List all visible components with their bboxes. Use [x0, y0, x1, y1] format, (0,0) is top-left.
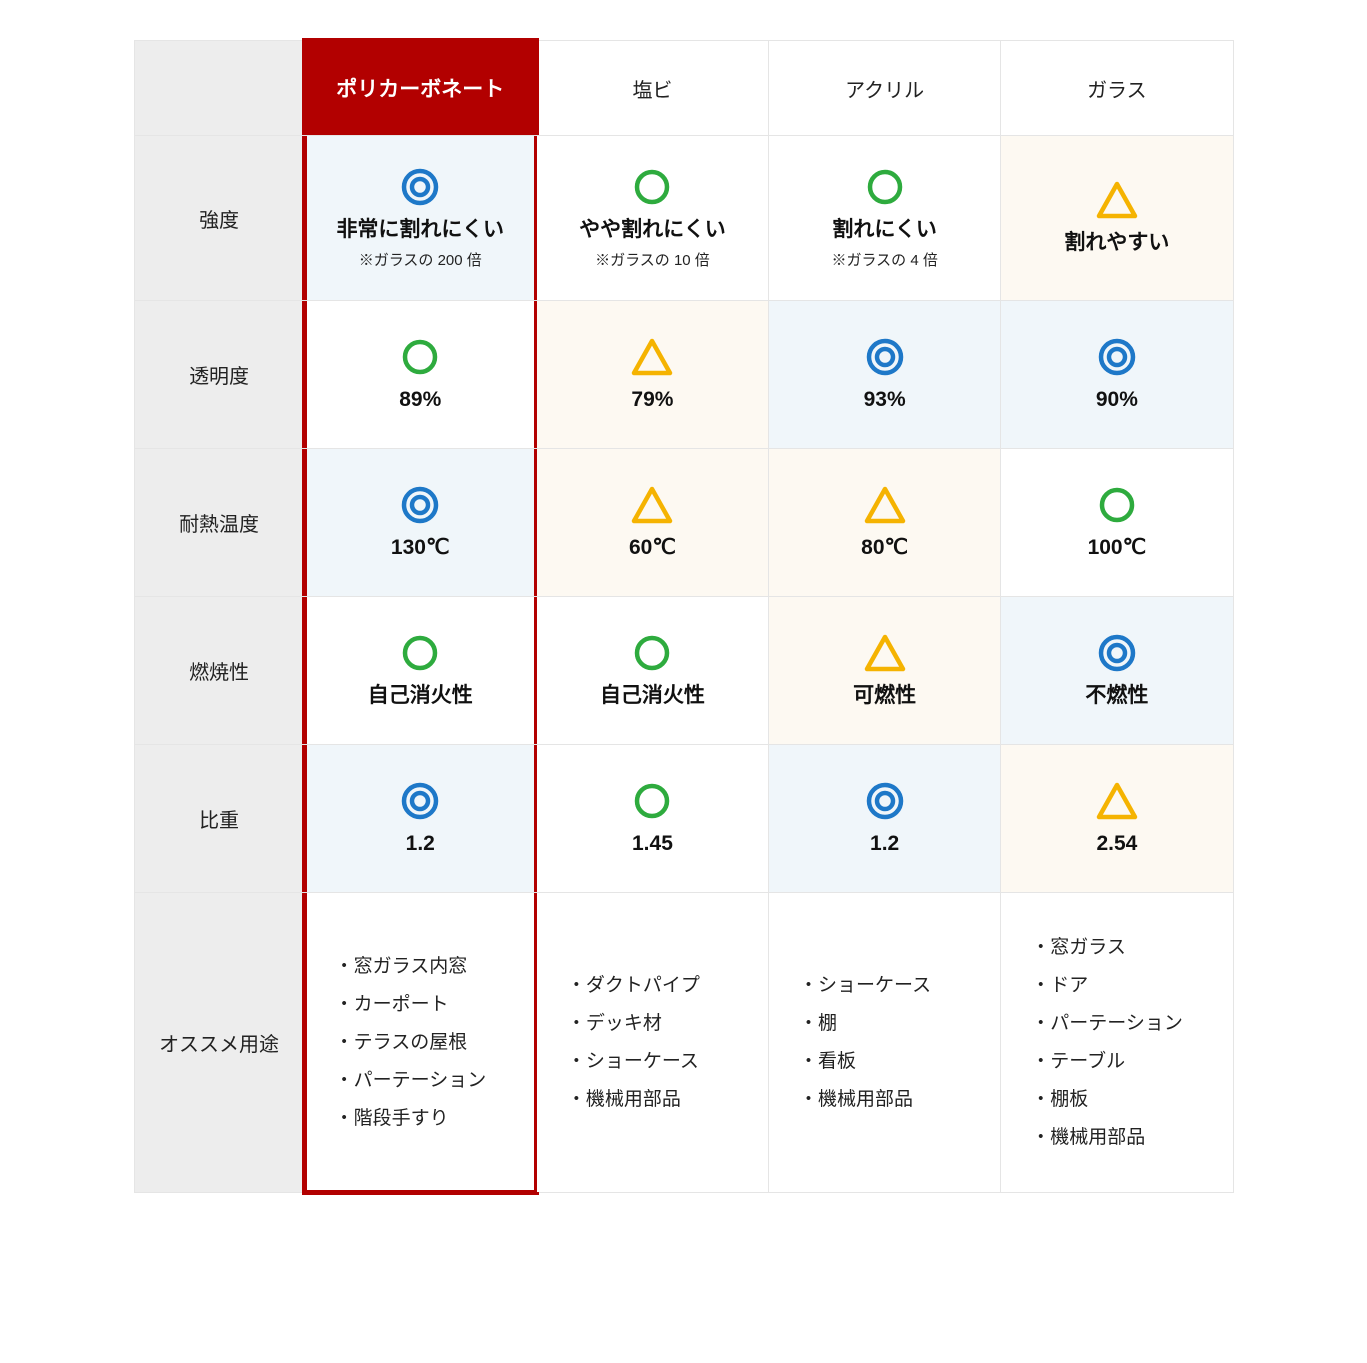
cell-strength-0: 非常に割れにくい ※ガラスの 200 倍	[304, 136, 536, 301]
cell-value: 非常に割れにくい	[336, 216, 504, 243]
cell-flammability-3: 不燃性	[1001, 597, 1233, 745]
double_circle-icon	[400, 780, 440, 822]
uses-list: ・ダクトパイプ・デッキ材・ショーケース・機械用部品	[545, 949, 714, 1137]
cell-uses-3: ・窓ガラス・ドア・パーテーション・テーブル・棚板・機械用部品	[1001, 893, 1233, 1193]
comparison-table: ポリカーボネート 塩ビ アクリル ガラス 強度 非常に割れにくい ※ガラスの 20…	[134, 40, 1234, 1193]
row-header-strength: 強度	[134, 136, 304, 301]
cell-heat-2: 80℃	[769, 449, 1001, 597]
double_circle-icon	[400, 166, 440, 208]
cell-value: 1.45	[632, 830, 673, 857]
table-row-density: 比重 1.2 1.45 1.2 2.54	[134, 745, 1233, 893]
table-row-transparency: 透明度 89% 79% 93% 90%	[134, 301, 1233, 449]
cell-uses-1: ・ダクトパイプ・デッキ材・ショーケース・機械用部品	[536, 893, 768, 1193]
col-header-polycarbonate: ポリカーボネート	[304, 41, 536, 136]
cell-heat-1: 60℃	[536, 449, 768, 597]
cell-value: 60℃	[629, 534, 676, 561]
col-header-glass: ガラス	[1001, 41, 1233, 136]
table-row-heat: 耐熱温度 130℃ 60℃ 80℃ 100℃	[134, 449, 1233, 597]
triangle-icon	[630, 484, 674, 526]
cell-transparency-1: 79%	[536, 301, 768, 449]
table-row-strength: 強度 非常に割れにくい ※ガラスの 200 倍 やや割れにくい ※ガラスの 10 倍…	[134, 136, 1233, 301]
uses-list: ・窓ガラス内窓・カーポート・テラスの屋根・パーテーション・階段手すり	[313, 930, 501, 1156]
cell-strength-1: やや割れにくい ※ガラスの 10 倍	[536, 136, 768, 301]
cell-flammability-1: 自己消火性	[536, 597, 768, 745]
cell-transparency-0: 89%	[304, 301, 536, 449]
circle-icon	[632, 166, 672, 208]
corner-cell	[134, 41, 304, 136]
cell-uses-2: ・ショーケース・棚・看板・機械用部品	[769, 893, 1001, 1193]
triangle-icon	[863, 484, 907, 526]
cell-value: 自己消火性	[600, 682, 705, 709]
triangle-icon	[1095, 179, 1139, 221]
double_circle-icon	[1097, 336, 1137, 378]
cell-density-2: 1.2	[769, 745, 1001, 893]
cell-value: 1.2	[870, 830, 899, 857]
row-header-flammability: 燃焼性	[134, 597, 304, 745]
cell-density-3: 2.54	[1001, 745, 1233, 893]
circle-icon	[1097, 484, 1137, 526]
double_circle-icon	[865, 780, 905, 822]
cell-value: 1.2	[406, 830, 435, 857]
cell-uses-0: ・窓ガラス内窓・カーポート・テラスの屋根・パーテーション・階段手すり	[304, 893, 536, 1193]
cell-flammability-2: 可燃性	[769, 597, 1001, 745]
row-header-density: 比重	[134, 745, 304, 893]
table-row-uses: オススメ用途・窓ガラス内窓・カーポート・テラスの屋根・パーテーション・階段手すり…	[134, 893, 1233, 1193]
cell-note: ※ガラスの 4 倍	[831, 249, 937, 270]
circle-icon	[865, 166, 905, 208]
col-header-acrylic: アクリル	[769, 41, 1001, 136]
double_circle-icon	[400, 484, 440, 526]
cell-density-0: 1.2	[304, 745, 536, 893]
cell-value: 不燃性	[1085, 682, 1148, 709]
cell-note: ※ガラスの 200 倍	[359, 249, 482, 270]
cell-note: ※ガラスの 10 倍	[595, 249, 710, 270]
cell-value: やや割れにくい	[579, 216, 726, 243]
cell-value: 割れにくい	[832, 216, 937, 243]
cell-value: 80℃	[861, 534, 908, 561]
double_circle-icon	[865, 336, 905, 378]
col-header-pvc: 塩ビ	[536, 41, 768, 136]
row-header-uses: オススメ用途	[134, 893, 304, 1193]
triangle-icon	[630, 336, 674, 378]
circle-icon	[400, 336, 440, 378]
cell-heat-3: 100℃	[1001, 449, 1233, 597]
uses-list: ・ショーケース・棚・看板・機械用部品	[777, 949, 945, 1137]
double_circle-icon	[1097, 632, 1137, 674]
cell-value: 93%	[864, 386, 906, 413]
cell-value: 100℃	[1088, 534, 1147, 561]
cell-value: 2.54	[1096, 830, 1137, 857]
circle-icon	[632, 632, 672, 674]
cell-value: 90%	[1096, 386, 1138, 413]
cell-value: 可燃性	[853, 682, 916, 709]
cell-value: 自己消火性	[368, 682, 473, 709]
cell-value: 割れやすい	[1064, 229, 1169, 256]
triangle-icon	[1095, 780, 1139, 822]
cell-transparency-3: 90%	[1001, 301, 1233, 449]
cell-strength-2: 割れにくい ※ガラスの 4 倍	[769, 136, 1001, 301]
cell-strength-3: 割れやすい	[1001, 136, 1233, 301]
cell-density-1: 1.45	[536, 745, 768, 893]
row-header-transparency: 透明度	[134, 301, 304, 449]
table-row-flammability: 燃焼性 自己消火性 自己消火性 可燃性 不燃性	[134, 597, 1233, 745]
circle-icon	[400, 632, 440, 674]
row-header-heat: 耐熱温度	[134, 449, 304, 597]
cell-flammability-0: 自己消火性	[304, 597, 536, 745]
circle-icon	[632, 780, 672, 822]
uses-list: ・窓ガラス・ドア・パーテーション・テーブル・棚板・機械用部品	[1009, 911, 1197, 1175]
cell-value: 89%	[399, 386, 441, 413]
header-row: ポリカーボネート 塩ビ アクリル ガラス	[134, 41, 1233, 136]
cell-value: 130℃	[391, 534, 450, 561]
cell-heat-0: 130℃	[304, 449, 536, 597]
triangle-icon	[863, 632, 907, 674]
cell-transparency-2: 93%	[769, 301, 1001, 449]
cell-value: 79%	[631, 386, 673, 413]
